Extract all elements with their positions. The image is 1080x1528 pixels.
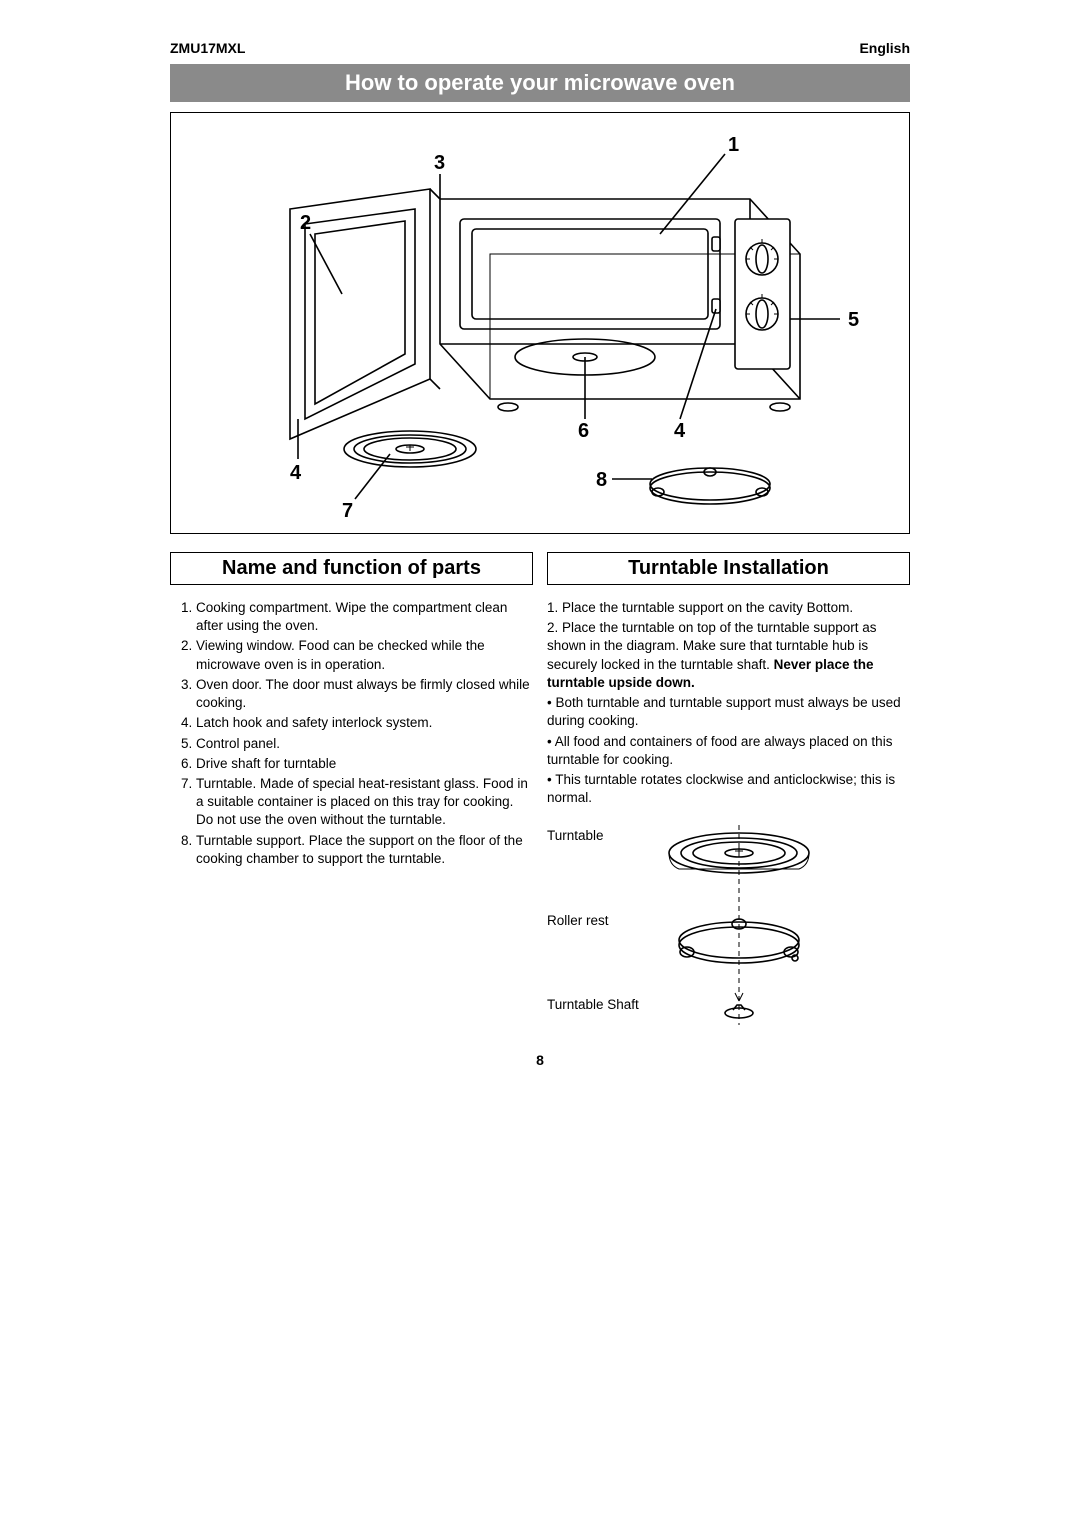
install-heading-text: Turntable Installation [548,553,909,584]
part-item-7: Turntable. Made of special heat-resistan… [196,775,533,830]
right-column: Turntable Installation 1. Place the turn… [547,552,910,1035]
install-line-1: 1. Place the turntable support on the ca… [547,599,910,617]
part-item-2: Viewing window. Food can be checked whil… [196,637,533,673]
install-bullet-1: • Both turntable and turntable support m… [547,694,910,730]
callout-8: 8 [596,469,607,491]
callout-2: 2 [300,212,311,234]
parts-list: Cooking compartment. Wipe the compartmen… [170,599,533,868]
microwave-diagram: 1 2 3 4 4 5 6 7 8 [190,119,890,519]
part-item-4: Latch hook and safety interlock system. [196,714,533,732]
microwave-diagram-frame: 1 2 3 4 4 5 6 7 8 [170,112,910,534]
assembly-labels: Turntable Roller rest Turntable Shaft [547,820,639,1030]
label-turntable-shaft: Turntable Shaft [547,997,639,1012]
callout-5: 5 [848,309,859,331]
callout-4b: 4 [290,462,302,484]
install-heading: Turntable Installation [547,552,910,585]
part-item-3: Oven door. The door must always be firml… [196,676,533,712]
callout-3: 3 [434,152,445,174]
install-bullet-3: • This turntable rotates clockwise and a… [547,771,910,807]
callout-6: 6 [578,420,589,442]
part-item-6: Drive shaft for turntable [196,755,533,773]
part-item-8: Turntable support. Place the support on … [196,832,533,868]
model-code: ZMU17MXL [170,40,245,56]
part-item-5: Control panel. [196,735,533,753]
header-row: ZMU17MXL English [170,40,910,56]
parts-heading-text: Name and function of parts [171,553,532,584]
left-column: Name and function of parts Cooking compa… [170,552,533,1035]
install-line-2: 2. Place the turntable on top of the tur… [547,619,910,692]
install-body: 1. Place the turntable support on the ca… [547,599,910,807]
parts-heading: Name and function of parts [170,552,533,585]
language-label: English [859,40,910,56]
install-bullet-2: • All food and containers of food are al… [547,733,910,769]
label-turntable: Turntable [547,828,639,843]
assembly-diagram [649,815,829,1035]
page-number: 8 [0,1052,1080,1068]
label-roller-rest: Roller rest [547,913,639,928]
part-item-1: Cooking compartment. Wipe the compartmen… [196,599,533,635]
callout-4a: 4 [674,420,686,442]
callout-1: 1 [728,134,739,156]
main-title-banner: How to operate your microwave oven [170,64,910,102]
manual-page: ZMU17MXL English How to operate your mic… [0,0,1080,1528]
assembly-diagram-row: Turntable Roller rest Turntable Shaft [547,815,910,1035]
callout-7: 7 [342,500,353,519]
content-columns: Name and function of parts Cooking compa… [170,552,910,1035]
